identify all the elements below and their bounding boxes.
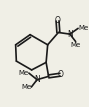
Text: O: O [55,16,60,25]
Text: Me: Me [70,42,81,48]
Text: Me: Me [78,25,88,31]
Text: Me: Me [19,70,29,76]
Text: N: N [34,75,40,84]
Text: O: O [57,70,63,79]
Text: N: N [67,30,73,39]
Text: Me: Me [21,84,31,90]
